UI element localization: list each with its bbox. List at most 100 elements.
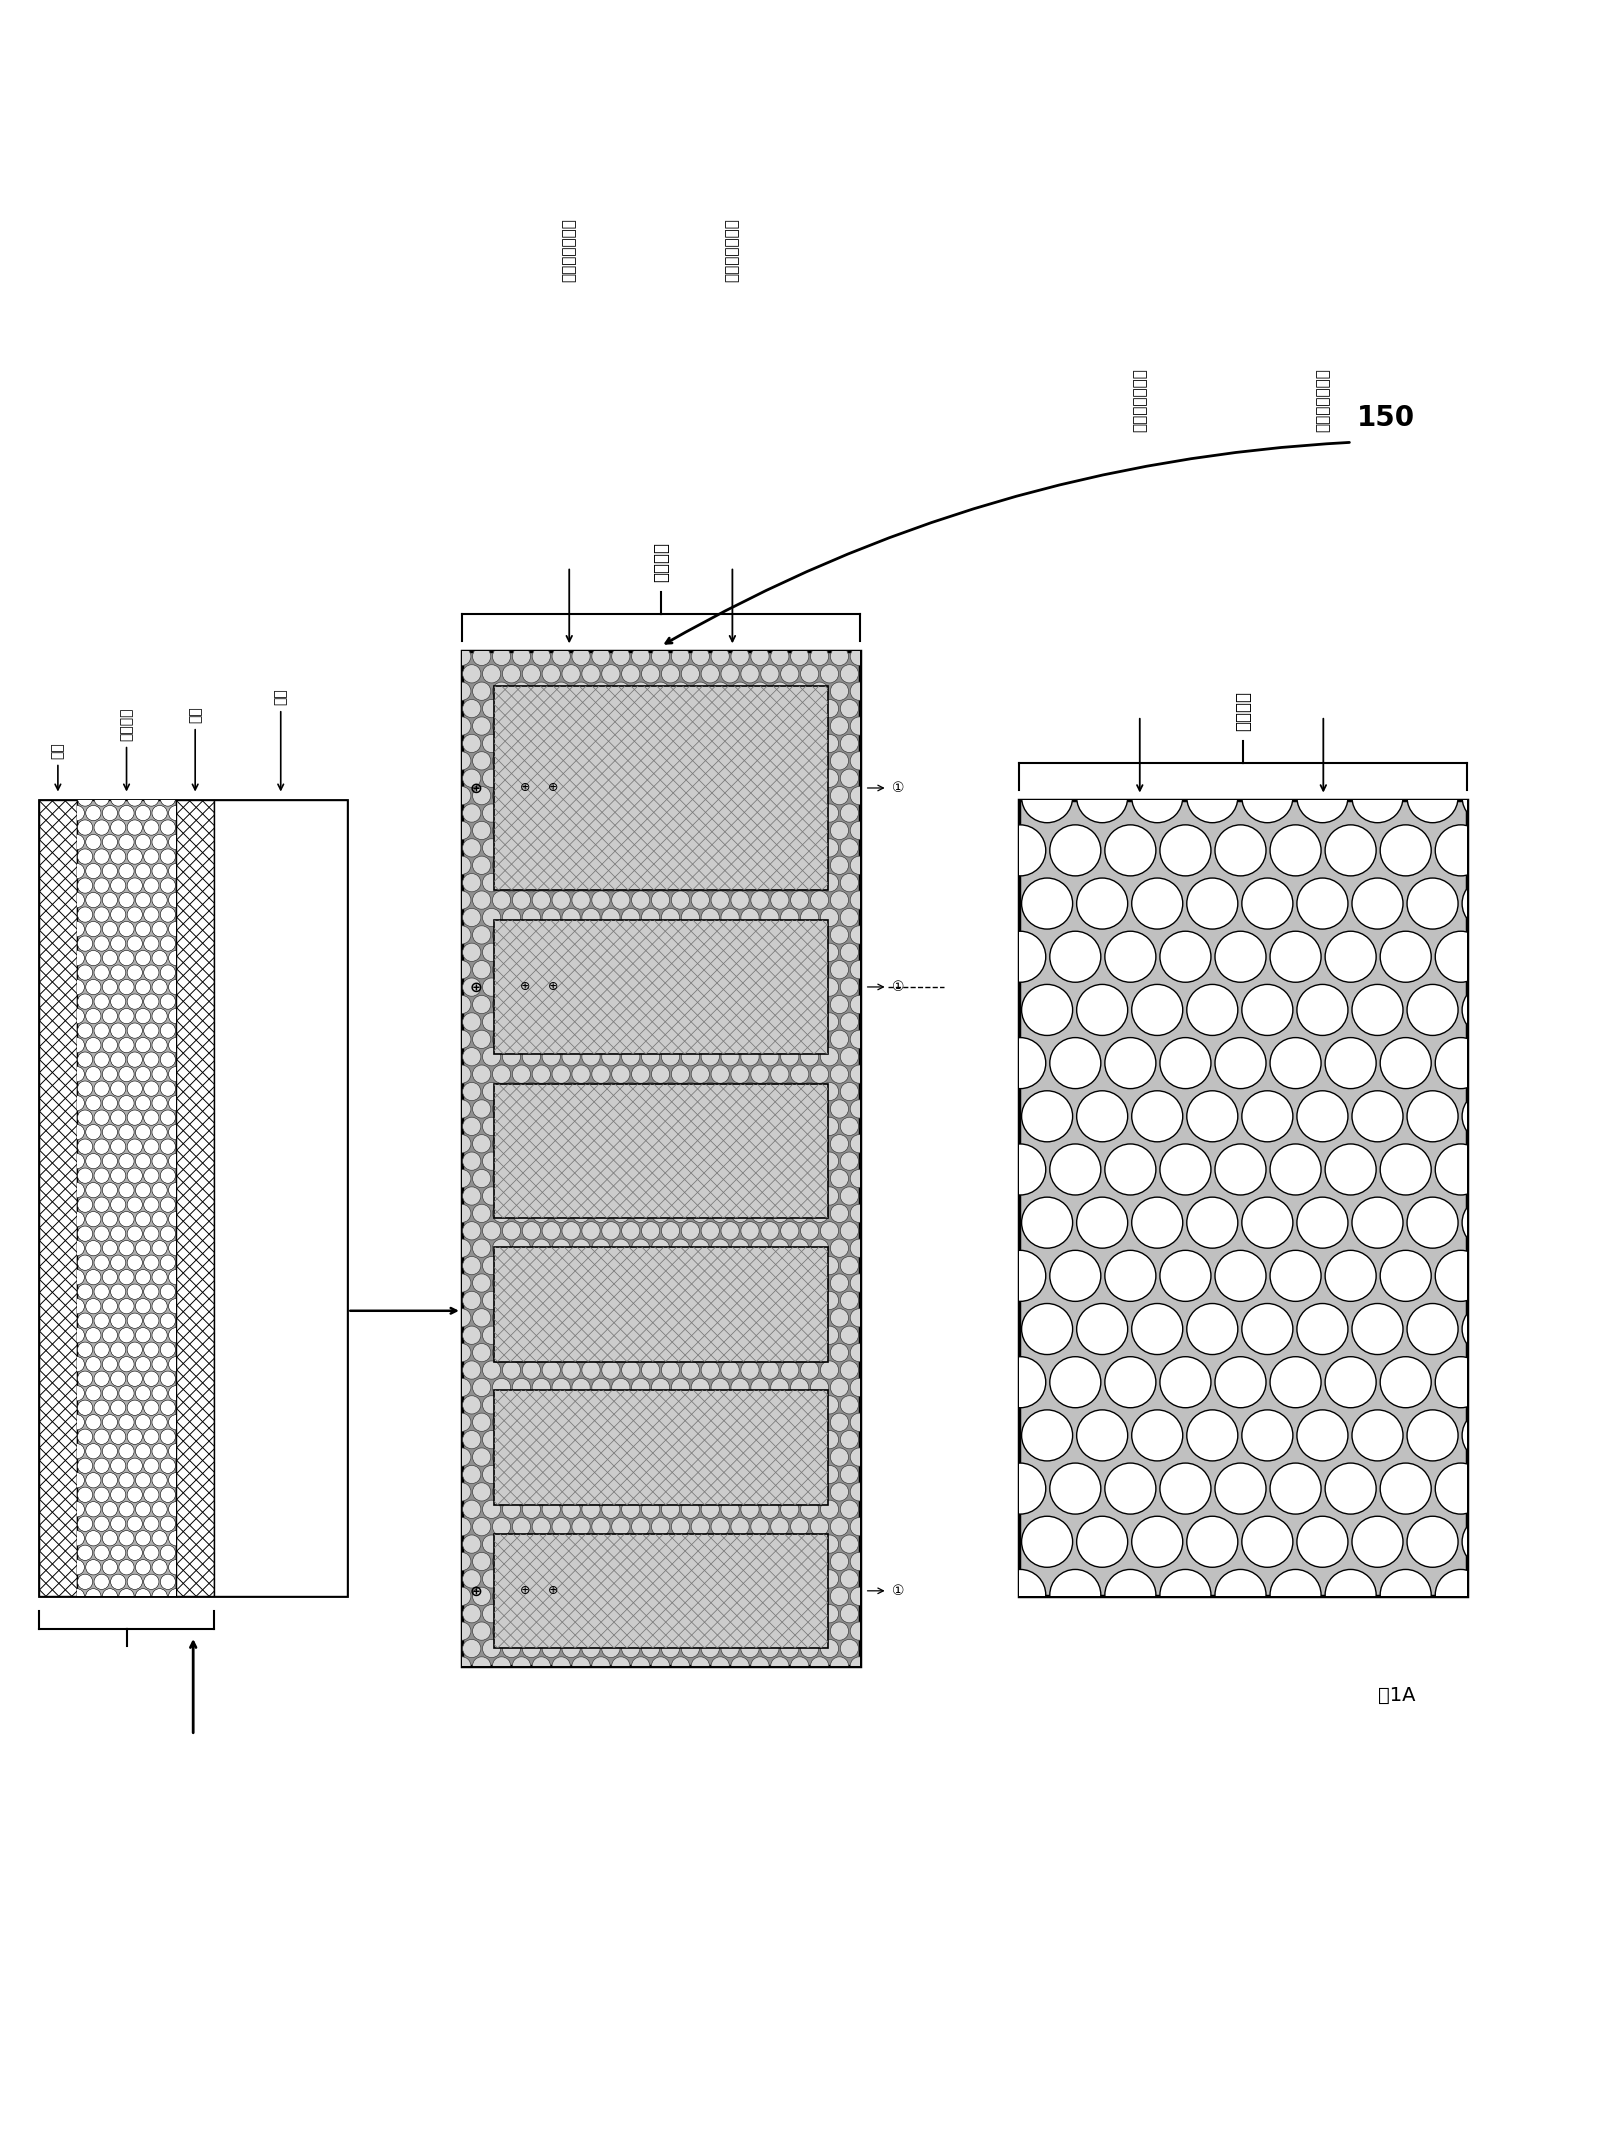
Circle shape xyxy=(780,1083,799,1100)
Circle shape xyxy=(562,978,579,997)
Circle shape xyxy=(710,1622,730,1640)
Circle shape xyxy=(521,1047,541,1066)
Circle shape xyxy=(102,1154,118,1169)
Circle shape xyxy=(218,1444,234,1459)
Circle shape xyxy=(77,1053,92,1068)
Circle shape xyxy=(562,1534,579,1554)
Circle shape xyxy=(591,1588,610,1605)
Circle shape xyxy=(671,1274,689,1292)
Circle shape xyxy=(581,1395,600,1414)
Circle shape xyxy=(751,1100,768,1117)
Circle shape xyxy=(770,1029,789,1049)
Circle shape xyxy=(136,892,150,907)
Circle shape xyxy=(581,943,600,961)
Circle shape xyxy=(521,664,541,683)
Circle shape xyxy=(1186,879,1236,928)
Circle shape xyxy=(751,1309,768,1326)
Circle shape xyxy=(452,1029,471,1049)
Circle shape xyxy=(880,943,897,961)
Circle shape xyxy=(1214,1038,1265,1090)
Circle shape xyxy=(860,698,878,718)
Circle shape xyxy=(741,872,759,892)
Circle shape xyxy=(1104,825,1156,877)
Circle shape xyxy=(889,1240,907,1257)
Circle shape xyxy=(710,1135,730,1152)
Circle shape xyxy=(681,1083,699,1100)
Circle shape xyxy=(849,1343,868,1362)
Circle shape xyxy=(849,1203,868,1223)
Circle shape xyxy=(194,849,208,864)
Circle shape xyxy=(581,1500,600,1519)
Circle shape xyxy=(483,1395,500,1414)
Circle shape xyxy=(502,909,520,926)
Circle shape xyxy=(473,1309,491,1326)
Circle shape xyxy=(899,978,918,997)
Circle shape xyxy=(94,879,110,894)
Circle shape xyxy=(128,1401,142,1416)
Circle shape xyxy=(492,1100,510,1117)
Circle shape xyxy=(1159,825,1210,877)
Circle shape xyxy=(810,892,828,909)
Circle shape xyxy=(483,1221,500,1240)
Circle shape xyxy=(136,1328,150,1343)
Circle shape xyxy=(710,995,730,1014)
Circle shape xyxy=(839,1466,859,1483)
Text: 混合区域: 混合区域 xyxy=(1233,690,1251,731)
Circle shape xyxy=(612,787,629,804)
Circle shape xyxy=(662,978,679,997)
Circle shape xyxy=(681,1117,699,1135)
Circle shape xyxy=(1296,879,1348,928)
Circle shape xyxy=(760,872,778,892)
Circle shape xyxy=(160,1459,176,1474)
Circle shape xyxy=(552,855,570,875)
Circle shape xyxy=(849,1517,868,1537)
Circle shape xyxy=(880,1605,897,1622)
Circle shape xyxy=(602,1534,620,1554)
Circle shape xyxy=(160,1139,176,1154)
Circle shape xyxy=(533,1657,550,1674)
Circle shape xyxy=(521,1152,541,1171)
Circle shape xyxy=(492,1552,510,1571)
Circle shape xyxy=(1131,1410,1181,1461)
Circle shape xyxy=(94,1081,110,1096)
Circle shape xyxy=(801,664,818,683)
Circle shape xyxy=(741,1186,759,1206)
Circle shape xyxy=(136,1472,150,1487)
Circle shape xyxy=(136,1038,150,1053)
Circle shape xyxy=(102,922,118,937)
Circle shape xyxy=(839,804,859,823)
Circle shape xyxy=(1599,931,1614,982)
Circle shape xyxy=(86,1444,102,1459)
Circle shape xyxy=(839,698,859,718)
Circle shape xyxy=(119,1444,134,1459)
Circle shape xyxy=(571,1588,589,1605)
Circle shape xyxy=(870,1517,888,1537)
Circle shape xyxy=(462,735,481,752)
Circle shape xyxy=(889,1414,907,1431)
Circle shape xyxy=(760,978,778,997)
Circle shape xyxy=(700,909,718,926)
Circle shape xyxy=(144,1429,158,1444)
Circle shape xyxy=(830,1240,847,1257)
Circle shape xyxy=(136,1502,150,1517)
Circle shape xyxy=(691,1135,709,1152)
Circle shape xyxy=(1296,984,1348,1036)
Bar xyxy=(494,1246,828,1362)
Circle shape xyxy=(839,1605,859,1622)
Circle shape xyxy=(512,718,531,735)
Circle shape xyxy=(160,1197,176,1212)
Circle shape xyxy=(136,1444,150,1459)
Circle shape xyxy=(681,943,699,961)
Circle shape xyxy=(691,892,709,909)
Circle shape xyxy=(641,595,660,612)
Circle shape xyxy=(1545,931,1595,982)
Circle shape xyxy=(700,1257,718,1274)
Bar xyxy=(39,799,347,1597)
Circle shape xyxy=(452,1135,471,1152)
Circle shape xyxy=(1159,1251,1210,1302)
Circle shape xyxy=(226,1285,242,1300)
Circle shape xyxy=(909,1240,928,1257)
Circle shape xyxy=(700,1466,718,1483)
Circle shape xyxy=(830,821,847,840)
Circle shape xyxy=(791,926,809,943)
